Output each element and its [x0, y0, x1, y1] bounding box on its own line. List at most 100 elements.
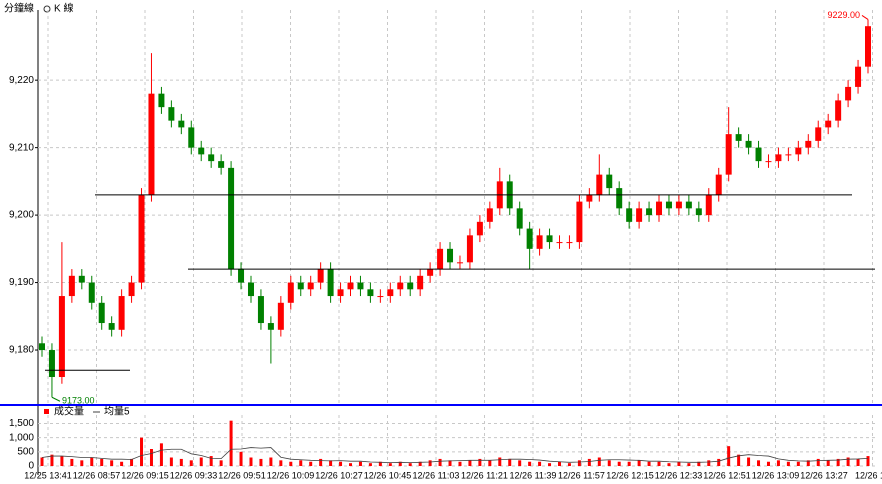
candle-body [476, 221, 483, 236]
volume-bar [388, 463, 392, 466]
annotation-leader [51, 396, 61, 402]
candle-body [775, 154, 782, 162]
candle-body [178, 120, 185, 128]
legend-volume: 成交量 [54, 405, 84, 418]
annotation-label: 9229.00 [827, 10, 860, 20]
candle-body [387, 289, 394, 297]
x-tick-label: 12/25 13:41 [24, 470, 72, 480]
candle-body [437, 248, 444, 270]
candle-body [705, 194, 712, 216]
volume-bar [747, 457, 751, 466]
candle-body [347, 282, 354, 290]
volume-bar [478, 458, 482, 466]
candle-body [118, 296, 125, 330]
volume-bar [378, 461, 382, 466]
x-tick-label: 12/26 09:33 [170, 470, 218, 480]
candle-body [218, 161, 225, 168]
period-label: 分鐘線 [4, 2, 34, 15]
volume-bar [727, 446, 731, 466]
volume-bar [587, 458, 591, 466]
candle-body [267, 323, 274, 330]
candle-body [397, 282, 404, 290]
volume-bar [60, 456, 64, 466]
legend-swatch [44, 409, 49, 414]
volume-bar [607, 460, 611, 466]
candle-body [665, 201, 672, 209]
volume-bar [319, 458, 323, 466]
volume-bar [717, 458, 721, 466]
volume-bar [737, 454, 741, 466]
y-tick-label: 9,220 [9, 75, 34, 86]
volume-bar [707, 460, 711, 466]
candle-body [626, 208, 633, 222]
y-tick-label: 500 [17, 446, 34, 457]
candle-body [536, 235, 543, 249]
volume-bar [110, 460, 114, 466]
x-tick-label: 12/26 13 [855, 470, 882, 480]
volume-bar [488, 460, 492, 466]
volume-bar [846, 457, 850, 466]
candle-body [68, 275, 75, 297]
candle-body [367, 289, 374, 297]
volume-bar [637, 460, 641, 466]
volume-bar [90, 457, 94, 466]
volume-bar [548, 463, 552, 466]
volume-bar [518, 460, 522, 466]
x-tick-label: 12/26 10:09 [267, 470, 315, 480]
candle-body [456, 262, 463, 264]
volume-bar [199, 457, 203, 466]
volume-bar [697, 461, 701, 466]
candle-body [58, 296, 65, 378]
volume-bar [50, 454, 54, 466]
candle-body [208, 154, 215, 162]
candle-body [765, 161, 772, 163]
volume-bar [70, 458, 74, 466]
x-tick-label: 12/26 11:57 [558, 470, 605, 480]
y-tick-label: 9,190 [9, 277, 34, 288]
volume-bar [239, 451, 243, 466]
candle-body [656, 201, 663, 216]
y-tick-label: 1,500 [9, 418, 34, 429]
volume-bar [757, 460, 761, 466]
volume-bar [398, 461, 402, 466]
volume-bar [149, 449, 153, 466]
x-tick-label: 12/26 12:51 [703, 470, 751, 480]
x-tick-label: 12/26 08:57 [73, 470, 121, 480]
y-tick-label: 0 [28, 461, 34, 472]
volume-bar [289, 461, 293, 466]
candle-body [785, 154, 792, 156]
candle-body [327, 269, 334, 297]
candle-body [297, 282, 304, 290]
volume-bar [498, 457, 502, 466]
volume-bar [667, 463, 671, 466]
annotation-label: 9173.00 [62, 396, 95, 406]
candle-body [148, 93, 155, 195]
volume-bar [408, 463, 412, 466]
volume-bar [309, 461, 313, 466]
x-tick-label: 12/26 09:15 [121, 470, 169, 480]
candle-body [337, 289, 344, 297]
volume-bar [677, 461, 681, 466]
candle-body [128, 282, 135, 297]
volume-bar [438, 458, 442, 466]
candle-body [188, 127, 195, 148]
candle-body [715, 174, 722, 195]
candle-body [725, 134, 732, 175]
volume-bar [856, 458, 860, 466]
candle-body [576, 201, 583, 243]
candle-body [138, 194, 145, 283]
volume-bar [617, 461, 621, 466]
volume-bar [269, 457, 273, 466]
candle-body [257, 296, 264, 324]
candle-body [238, 269, 245, 283]
volume-bar [597, 457, 601, 466]
volume-bar [169, 457, 173, 466]
volume-bar [836, 458, 840, 466]
volume-bar [826, 460, 830, 466]
volume-bar [339, 461, 343, 466]
candle-body [685, 201, 692, 209]
volume-bar [140, 437, 144, 466]
volume-bar [329, 460, 333, 466]
candle-body [845, 86, 852, 101]
volume-bar [458, 461, 462, 466]
